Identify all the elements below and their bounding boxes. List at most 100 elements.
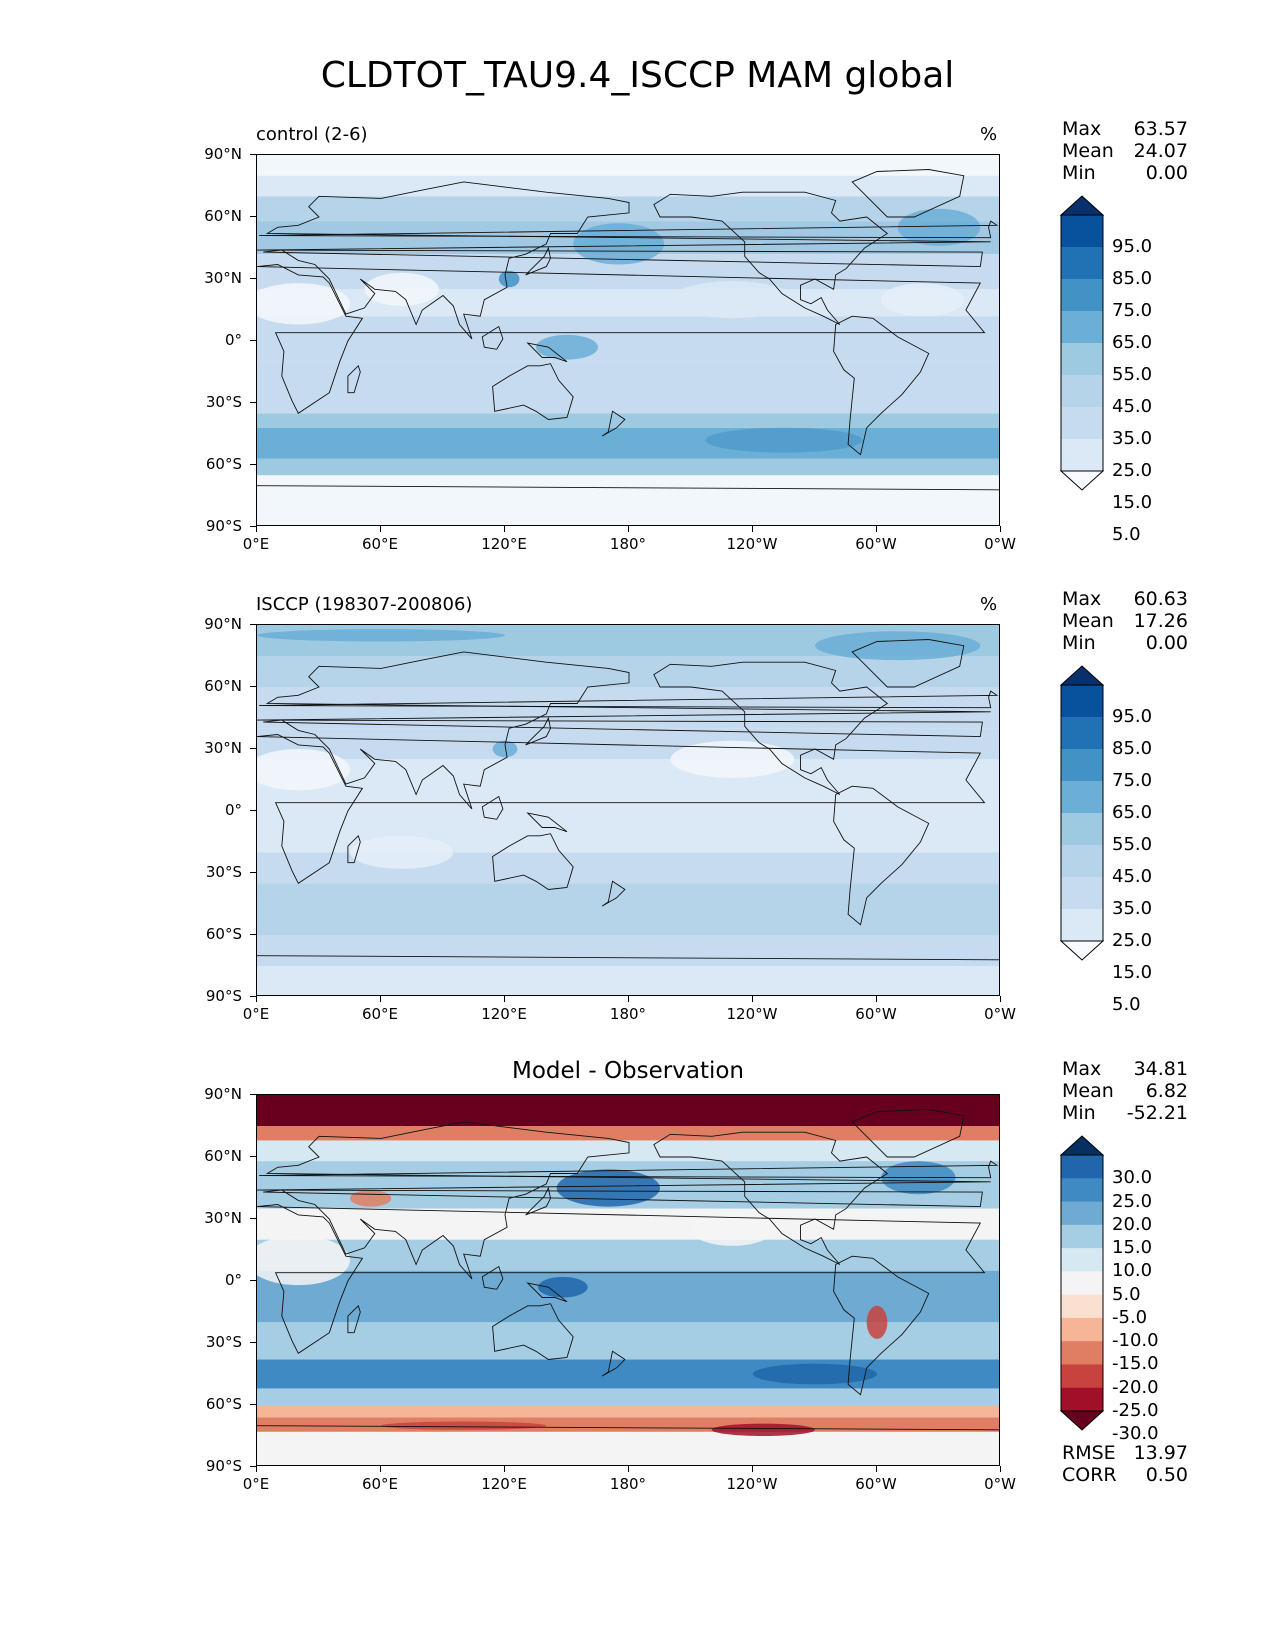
- stat-value: 17.26: [1133, 610, 1188, 632]
- colorbar-tick-label: 30.0: [1112, 1167, 1153, 1189]
- lat-tick-label: 60°N: [204, 207, 242, 225]
- lon-tick-label: 180°: [609, 535, 647, 553]
- lat-tick: [250, 1156, 256, 1158]
- colorbar-segment: [1061, 279, 1103, 312]
- colorbar-obs: [1059, 665, 1105, 965]
- colorbar-segment: [1061, 439, 1103, 472]
- stats-diff: Max 34.81 Mean 6.82 Min -52.21: [1062, 1058, 1188, 1124]
- stat-label: Min: [1062, 162, 1096, 184]
- lat-tick-label: 60°N: [204, 677, 242, 695]
- stat-row: RMSE 13.97: [1062, 1442, 1188, 1464]
- stat-label: CORR: [1062, 1464, 1117, 1486]
- colorbar-segment: [1061, 1224, 1103, 1249]
- lat-tick: [250, 996, 256, 998]
- lat-tick: [250, 278, 256, 280]
- stats-control: Max 63.57 Mean 24.07 Min 0.00: [1062, 118, 1188, 184]
- stat-row: Mean 17.26: [1062, 610, 1188, 632]
- stat-label: Mean: [1062, 610, 1114, 632]
- stat-value: 63.57: [1133, 118, 1188, 140]
- coastline-borneo: [481, 1265, 504, 1290]
- colorbar-extend-max: [1059, 195, 1105, 216]
- colorbar-tick-label: 85.0: [1112, 738, 1153, 759]
- colorbar-tick-label: 25.0: [1112, 930, 1153, 951]
- lat-tick: [250, 526, 256, 528]
- stat-label: Max: [1062, 118, 1102, 140]
- map-diff: [256, 1094, 1000, 1466]
- lat-tick: [250, 934, 256, 936]
- lon-tick: [256, 1466, 258, 1472]
- colorbar-svg: [1059, 665, 1105, 961]
- extra-stats-diff: RMSE 13.97 CORR 0.50: [1062, 1442, 1188, 1486]
- stat-label: Max: [1062, 588, 1102, 610]
- coastline-namerica: [653, 191, 889, 325]
- coastline-japan: [525, 716, 551, 746]
- colorbar-tick-label: 65.0: [1112, 332, 1153, 353]
- colorbar-tick-label: 95.0: [1112, 706, 1153, 727]
- lon-tick-label: 120°E: [481, 535, 527, 553]
- colorbar-tick-label: 45.0: [1112, 866, 1153, 887]
- coastline-greenland: [851, 639, 965, 688]
- lat-tick-label: 30°N: [204, 739, 242, 757]
- lon-tick: [1000, 996, 1002, 1002]
- lon-tick-label: 0°W: [984, 1475, 1016, 1493]
- lat-tick-label: 90°S: [205, 517, 242, 535]
- coastline-madagascar: [347, 834, 361, 864]
- lon-tick: [256, 526, 258, 532]
- stat-row: Min 0.00: [1062, 632, 1188, 654]
- coastline-africa: [257, 1204, 986, 1354]
- colorbar-segment: [1061, 1364, 1103, 1389]
- coastline-ng: [526, 342, 568, 363]
- lon-tick: [380, 1466, 382, 1472]
- panel-title: ISCCP (198307-200806): [256, 594, 473, 615]
- coastline-australia: [492, 363, 574, 420]
- colorbar-segment: [1061, 311, 1103, 344]
- colorbar-tick-label: 15.0: [1112, 962, 1153, 983]
- coastline-antarctica: [257, 485, 999, 491]
- stat-row: Max 63.57: [1062, 118, 1188, 140]
- stat-row: Mean 6.82: [1062, 1080, 1188, 1102]
- colorbar-diff: [1059, 1135, 1105, 1435]
- lon-tick: [504, 996, 506, 1002]
- stat-value: 13.97: [1133, 1442, 1188, 1464]
- colorbar-tick-label: 10.0: [1112, 1260, 1153, 1282]
- lon-tick: [752, 526, 754, 532]
- lon-tick-label: 120°W: [726, 535, 778, 553]
- colorbar-tick-label: -15.0: [1112, 1353, 1159, 1375]
- lon-tick: [752, 1466, 754, 1472]
- lat-tick: [250, 464, 256, 466]
- colorbar-segment: [1061, 1155, 1103, 1179]
- lat-tick: [250, 1094, 256, 1096]
- colorbar-svg: [1059, 1135, 1105, 1431]
- colorbar-extend-max: [1059, 665, 1105, 686]
- lat-tick: [250, 1280, 256, 1282]
- panel-unit: %: [980, 124, 998, 145]
- lat-tick: [250, 1466, 256, 1468]
- colorbar-tick-label: 15.0: [1112, 492, 1153, 513]
- lat-tick: [250, 1404, 256, 1406]
- lon-tick: [752, 996, 754, 1002]
- panel-title: control (2-6): [256, 124, 368, 145]
- colorbar-segment: [1061, 685, 1103, 718]
- lat-tick: [250, 810, 256, 812]
- lat-tick-label: 30°S: [205, 1333, 242, 1351]
- colorbar-segment: [1061, 247, 1103, 280]
- lat-tick: [250, 340, 256, 342]
- stat-value: 34.81: [1133, 1058, 1188, 1080]
- lat-tick: [250, 686, 256, 688]
- stat-label: Min: [1062, 1102, 1096, 1124]
- colorbar-tick-label: -5.0: [1112, 1306, 1148, 1328]
- lat-tick-label: 90°S: [205, 1457, 242, 1475]
- colorbar-tick-label: 55.0: [1112, 834, 1153, 855]
- stat-value: 6.82: [1145, 1080, 1188, 1102]
- colorbar-tick-label: 45.0: [1112, 396, 1153, 417]
- stat-label: Min: [1062, 632, 1096, 654]
- lon-tick-label: 120°E: [481, 1005, 527, 1023]
- lat-tick: [250, 154, 256, 156]
- colorbar-segment: [1061, 1294, 1103, 1319]
- colorbar-control: [1059, 195, 1105, 495]
- lon-tick: [628, 996, 630, 1002]
- lon-tick-label: 0°W: [984, 535, 1016, 553]
- colorbar-frame: [1060, 214, 1104, 472]
- lon-tick: [628, 526, 630, 532]
- colorbar-segment: [1061, 215, 1103, 248]
